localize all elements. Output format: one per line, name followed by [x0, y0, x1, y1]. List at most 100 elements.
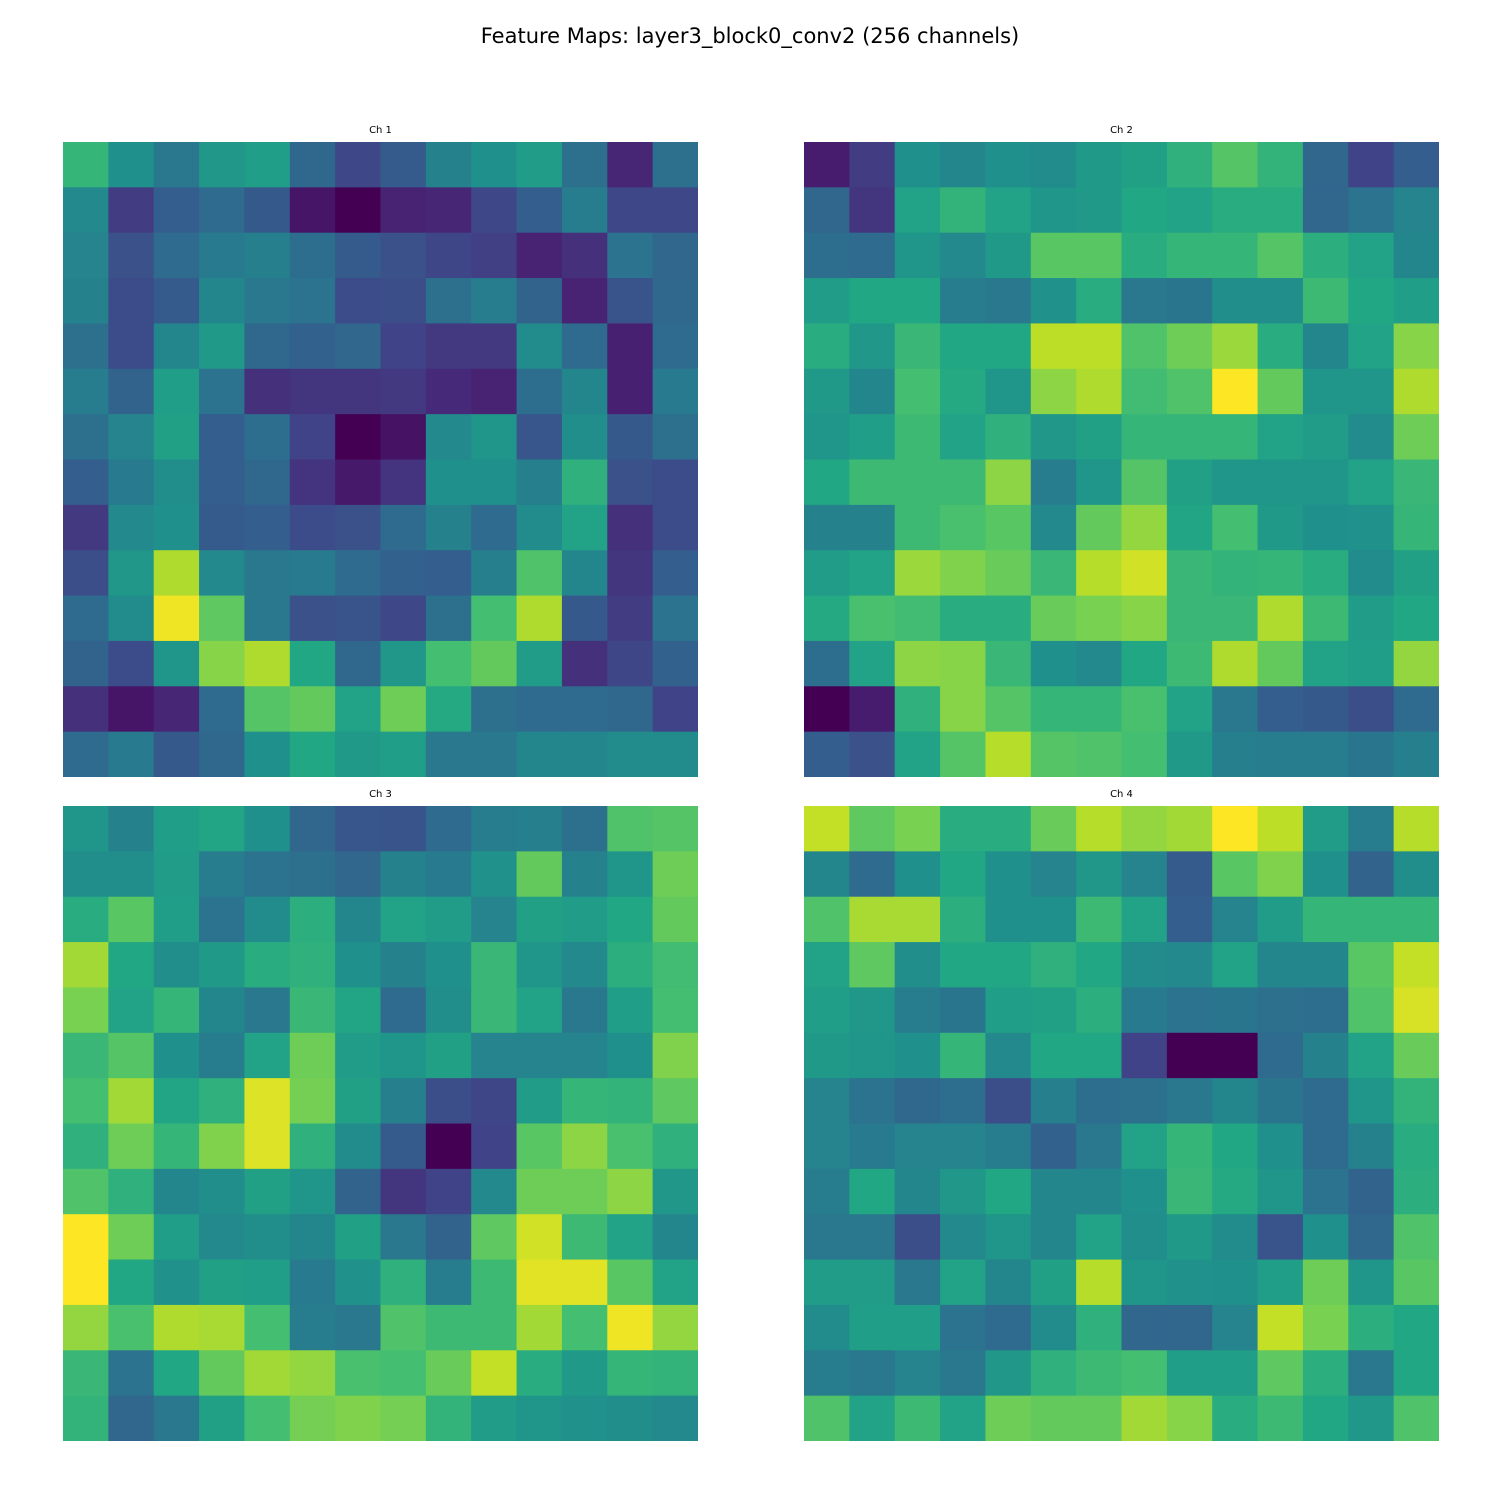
heatmap-cell	[63, 851, 109, 898]
heatmap-cell	[1302, 368, 1349, 415]
heatmap-cell	[516, 414, 563, 461]
heatmap-cell	[1212, 1304, 1259, 1351]
heatmap-cell	[1166, 1078, 1213, 1125]
heatmap-cell	[607, 1395, 654, 1441]
heatmap-cell	[1393, 323, 1439, 370]
heatmap-cell	[63, 1304, 109, 1351]
heatmap-cell	[1302, 1078, 1349, 1125]
heatmap-cell	[1166, 1304, 1213, 1351]
heatmap-cell	[1166, 187, 1213, 234]
heatmap-cell	[1348, 187, 1395, 234]
heatmap-cell	[108, 1078, 155, 1125]
heatmap-cell	[1212, 187, 1259, 234]
heatmap-cell	[1076, 1350, 1123, 1397]
heatmap-cell	[607, 806, 654, 852]
heatmap-cell	[849, 806, 896, 852]
heatmap-cell	[940, 806, 987, 852]
heatmap-cell	[244, 1078, 291, 1125]
heatmap-cell	[516, 1304, 563, 1351]
heatmap-cell	[652, 232, 698, 279]
heatmap-cell	[985, 851, 1032, 898]
heatmap-cell	[1302, 987, 1349, 1034]
heatmap-cell	[1257, 1214, 1304, 1261]
heatmap-cell	[63, 550, 109, 597]
heatmap-cell	[1348, 851, 1395, 898]
heatmap-cell	[804, 278, 850, 325]
heatmap-cell	[108, 851, 155, 898]
heatmap-cell	[471, 278, 518, 325]
heatmap-cell	[425, 142, 472, 188]
heatmap-cell	[244, 1168, 291, 1215]
heatmap-cell	[894, 896, 941, 943]
heatmap-cell	[289, 1304, 336, 1351]
heatmap-cell	[1076, 414, 1123, 461]
heatmap-cell	[561, 595, 608, 642]
heatmap-cell	[153, 1032, 200, 1079]
heatmap-cell	[1121, 1214, 1168, 1261]
heatmap-cell	[894, 686, 941, 733]
heatmap-cell	[1166, 278, 1213, 325]
heatmap-cell	[940, 1350, 987, 1397]
heatmap-cell	[652, 550, 698, 597]
heatmap-cell	[199, 459, 246, 506]
heatmap-cell	[244, 368, 291, 415]
heatmap-cell	[63, 187, 109, 234]
heatmap-cell	[244, 1123, 291, 1170]
heatmap-cell	[1302, 1259, 1349, 1306]
heatmap-cell	[153, 278, 200, 325]
heatmap-cell	[199, 1078, 246, 1125]
heatmap-cell	[1030, 142, 1077, 188]
heatmap-cell	[1076, 1123, 1123, 1170]
heatmap-cell	[1257, 1395, 1304, 1441]
heatmap-cell	[153, 1304, 200, 1351]
heatmap-cell	[335, 731, 382, 777]
heatmap-cell	[804, 942, 850, 989]
heatmap-cell	[1166, 640, 1213, 687]
heatmap-cell	[607, 896, 654, 943]
heatmap-cell	[1348, 142, 1395, 188]
heatmap-cell	[516, 550, 563, 597]
heatmap-cell	[516, 187, 563, 234]
heatmap-cell	[199, 851, 246, 898]
heatmap-cell	[1076, 1032, 1123, 1079]
heatmap-cell	[425, 1259, 472, 1306]
heatmap-cell	[289, 731, 336, 777]
heatmap-cell	[561, 368, 608, 415]
heatmap-cell	[652, 1078, 698, 1125]
heatmap-cell	[1212, 504, 1259, 551]
heatmap-cell	[1030, 640, 1077, 687]
heatmap-cell	[985, 1078, 1032, 1125]
heatmap-cell	[652, 1350, 698, 1397]
heatmap-cell	[1030, 323, 1077, 370]
heatmap-cell	[1212, 278, 1259, 325]
heatmap-cell	[1257, 550, 1304, 597]
heatmap-cell	[471, 942, 518, 989]
heatmap-cell	[244, 686, 291, 733]
heatmap-cell	[1030, 851, 1077, 898]
heatmap-cell	[940, 595, 987, 642]
heatmap-cell	[335, 851, 382, 898]
heatmap-cell	[380, 1123, 427, 1170]
heatmap-cell	[63, 142, 109, 188]
heatmap-cell	[1121, 1168, 1168, 1215]
heatmap-cell	[1302, 1395, 1349, 1441]
heatmap-cell	[199, 1214, 246, 1261]
heatmap-cell	[1302, 942, 1349, 989]
heatmap-cell	[849, 232, 896, 279]
heatmap-cell	[1257, 1350, 1304, 1397]
heatmap-cell	[199, 595, 246, 642]
heatmap-cell	[561, 1350, 608, 1397]
heatmap-cell	[380, 1304, 427, 1351]
heatmap-cell	[1393, 504, 1439, 551]
heatmap-cell	[940, 1304, 987, 1351]
heatmap-cell	[1302, 731, 1349, 777]
heatmap-cell	[1076, 459, 1123, 506]
heatmap-cell	[1166, 1350, 1213, 1397]
heatmap-cell	[1257, 368, 1304, 415]
heatmap-ch4	[804, 806, 1439, 1441]
heatmap-cell	[804, 1395, 850, 1441]
heatmap-cell	[108, 459, 155, 506]
heatmap-cell	[804, 187, 850, 234]
heatmap-cell	[1348, 987, 1395, 1034]
heatmap-cell	[894, 1078, 941, 1125]
